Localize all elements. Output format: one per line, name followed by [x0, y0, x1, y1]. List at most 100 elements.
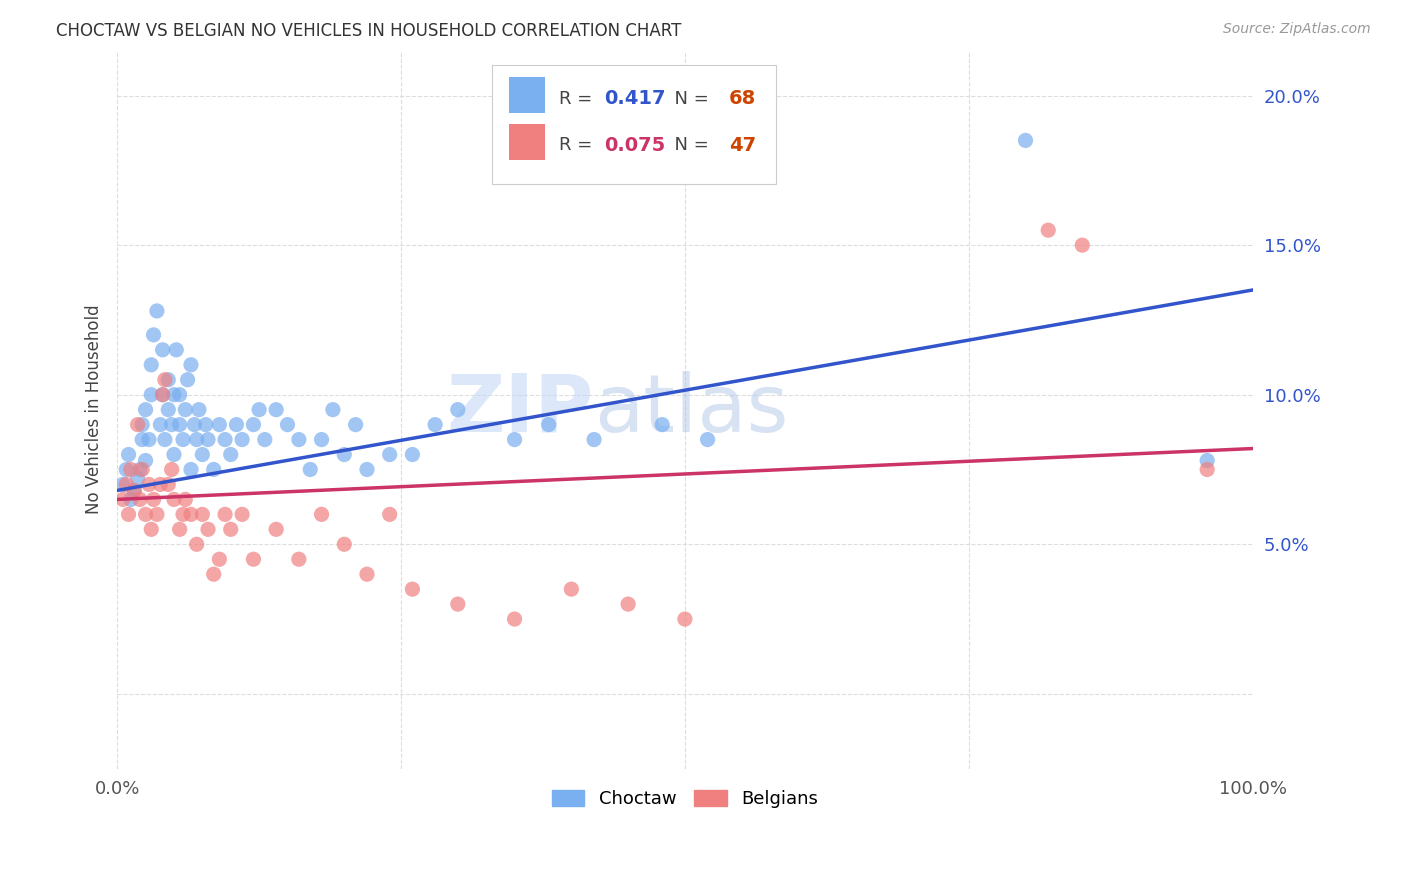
Point: [157, 477, 180, 491]
Point: [673, 612, 696, 626]
Point: [401, 448, 423, 462]
Point: [163, 448, 186, 462]
Point: [219, 522, 242, 536]
Point: [146, 304, 169, 318]
Point: [160, 462, 183, 476]
Point: [115, 477, 138, 491]
Point: [138, 433, 160, 447]
Point: [128, 462, 150, 476]
Point: [160, 417, 183, 432]
Point: [247, 402, 270, 417]
Y-axis label: No Vehicles in Household: No Vehicles in Household: [86, 305, 103, 515]
Point: [197, 433, 219, 447]
Point: [135, 402, 157, 417]
FancyBboxPatch shape: [492, 65, 776, 184]
Text: 68: 68: [730, 89, 756, 108]
Point: [194, 417, 217, 432]
Point: [696, 433, 718, 447]
Point: [447, 402, 470, 417]
Point: [141, 522, 163, 536]
Point: [219, 448, 242, 462]
Point: [131, 417, 153, 432]
Point: [141, 358, 163, 372]
Point: [153, 373, 176, 387]
Point: [378, 508, 401, 522]
Point: [169, 522, 191, 536]
Point: [174, 402, 197, 417]
Point: [152, 343, 174, 357]
Point: [311, 433, 333, 447]
Point: [264, 402, 287, 417]
Point: [169, 417, 191, 432]
Point: [202, 462, 225, 476]
Point: [153, 433, 176, 447]
Point: [122, 483, 145, 498]
Point: [131, 462, 153, 476]
Point: [537, 417, 560, 432]
Point: [131, 433, 153, 447]
Point: [157, 402, 180, 417]
Point: [187, 402, 209, 417]
Point: [299, 462, 322, 476]
Point: [180, 358, 202, 372]
Point: [174, 492, 197, 507]
Text: R =: R =: [558, 90, 598, 108]
Point: [180, 462, 202, 476]
Point: [208, 552, 231, 566]
Point: [157, 373, 180, 387]
Point: [423, 417, 446, 432]
Point: [242, 552, 264, 566]
Point: [115, 462, 138, 476]
Point: [169, 387, 191, 401]
Point: [176, 373, 198, 387]
Point: [180, 508, 202, 522]
Point: [1038, 223, 1060, 237]
Point: [214, 508, 236, 522]
Point: [378, 448, 401, 462]
Text: 0.417: 0.417: [605, 89, 666, 108]
Point: [1071, 238, 1094, 252]
Text: 47: 47: [730, 136, 756, 155]
Point: [146, 508, 169, 522]
Point: [127, 417, 149, 432]
Point: [276, 417, 298, 432]
Legend: Choctaw, Belgians: Choctaw, Belgians: [543, 780, 827, 817]
Point: [191, 448, 214, 462]
Point: [202, 567, 225, 582]
Point: [163, 387, 186, 401]
Point: [117, 448, 139, 462]
Text: atlas: atlas: [595, 371, 789, 449]
Point: [186, 537, 208, 551]
Point: [231, 433, 253, 447]
Point: [122, 483, 145, 498]
Text: N =: N =: [664, 90, 714, 108]
Point: [253, 433, 276, 447]
Point: [242, 417, 264, 432]
Point: [197, 522, 219, 536]
Point: [141, 387, 163, 401]
Point: [503, 612, 526, 626]
Point: [333, 537, 356, 551]
Point: [120, 462, 142, 476]
Point: [152, 387, 174, 401]
Point: [191, 508, 214, 522]
FancyBboxPatch shape: [509, 78, 546, 113]
Point: [142, 327, 165, 342]
Point: [356, 567, 378, 582]
FancyBboxPatch shape: [509, 124, 546, 160]
Point: [163, 492, 186, 507]
Text: ZIP: ZIP: [447, 371, 595, 449]
Point: [583, 433, 606, 447]
Point: [183, 417, 205, 432]
Point: [1197, 453, 1219, 467]
Point: [503, 433, 526, 447]
Point: [152, 387, 174, 401]
Point: [149, 477, 172, 491]
Point: [356, 462, 378, 476]
Point: [127, 471, 149, 485]
Text: R =: R =: [558, 136, 598, 154]
Point: [142, 492, 165, 507]
Point: [447, 597, 470, 611]
Point: [225, 417, 247, 432]
Text: Source: ZipAtlas.com: Source: ZipAtlas.com: [1223, 22, 1371, 37]
